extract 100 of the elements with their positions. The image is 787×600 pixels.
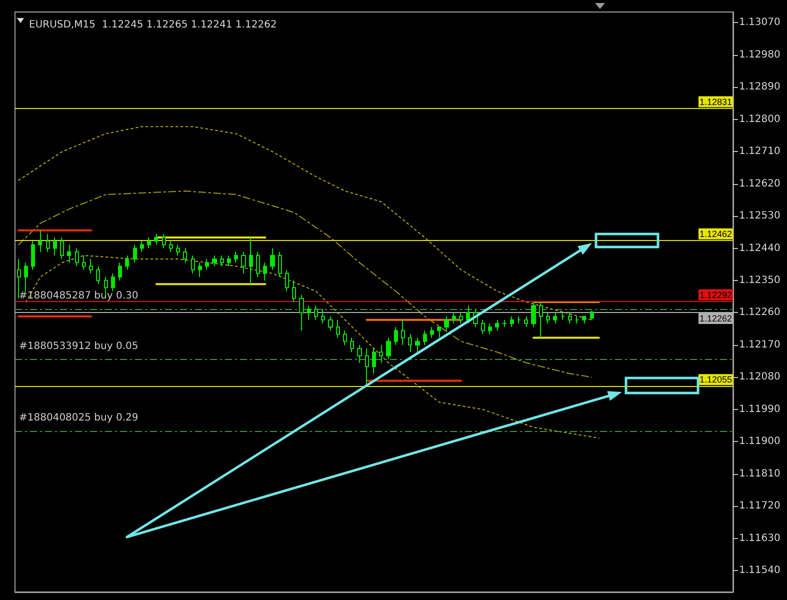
candlestick [183, 248, 187, 264]
candlestick [111, 272, 115, 292]
candlestick [299, 294, 304, 332]
y-tick-label: 1.11990 [739, 404, 780, 415]
candlestick [67, 244, 71, 264]
candlestick [89, 258, 93, 274]
candlestick [502, 319, 507, 328]
y-tick-label: 1.12530 [739, 210, 780, 222]
candlestick [191, 254, 195, 274]
y-tick-label: 1.12350 [739, 275, 780, 286]
candlestick [285, 269, 289, 292]
candlestick [31, 240, 35, 270]
candlestick [24, 262, 28, 292]
y-tick-label: 1.11540 [739, 565, 780, 576]
candlestick [53, 237, 57, 256]
candlestick [256, 251, 260, 278]
ref-line-label: 1.12462 [699, 228, 732, 239]
candlestick [75, 248, 79, 267]
candlestick [328, 316, 333, 332]
candlestick [444, 316, 449, 332]
candlestick [234, 251, 238, 264]
candlestick [408, 334, 412, 353]
candlestick [423, 330, 427, 346]
candlestick [561, 312, 565, 320]
candlestick [553, 312, 557, 324]
candlestick [575, 316, 579, 324]
ref-line-label: 1.12292 [699, 290, 732, 300]
candlestick [394, 326, 398, 346]
candlestick [140, 240, 144, 252]
y-tick-label: 1.11900 [739, 436, 780, 448]
candlestick [524, 316, 528, 328]
candlestick [459, 312, 463, 324]
candlestick [466, 305, 470, 324]
ref-line-label: 1.12262 [699, 314, 732, 324]
ref-line-label: 1.12831 [699, 96, 732, 107]
candlestick [531, 302, 536, 328]
candlestick [379, 344, 383, 364]
candlestick [568, 312, 572, 324]
candlestick [241, 251, 246, 274]
candlestick [350, 337, 354, 353]
y-tick-label: 1.12620 [739, 178, 780, 190]
candlestick [162, 233, 166, 249]
candlestick [481, 319, 485, 335]
candlestick [488, 322, 492, 335]
candlestick [307, 305, 311, 320]
candlestick [314, 305, 318, 320]
ref-line-label: #1880408025 buy 0.29 [19, 412, 138, 424]
candlestick [278, 251, 282, 278]
y-tick-label: 1.12890 [739, 82, 780, 93]
candlestick [270, 248, 275, 270]
candlestick [517, 316, 521, 324]
candlestick [546, 312, 550, 324]
candlestick [452, 312, 456, 324]
y-tick-label: 1.12080 [739, 372, 780, 383]
candlestick [365, 348, 369, 385]
candlestick [590, 310, 594, 320]
y-tick-label: 1.12710 [739, 146, 780, 158]
candlestick [17, 258, 21, 299]
candlestick [372, 348, 376, 374]
candlestick [263, 262, 267, 282]
candlestick [227, 254, 231, 267]
candlestick [336, 319, 340, 338]
ref-line-label: #1880485287 buy 0.30 [19, 290, 138, 302]
candlestick [169, 240, 173, 252]
y-tick-label: 1.12260 [739, 307, 780, 318]
candlestick [96, 266, 100, 285]
candlestick [495, 319, 499, 332]
candlestick [510, 316, 514, 328]
candlestick [343, 330, 347, 346]
candlestick [292, 280, 296, 302]
candlestick [415, 337, 420, 353]
y-tick-label: 1.12800 [739, 114, 780, 125]
candlestick [220, 254, 224, 267]
candlestick [249, 237, 253, 285]
candlestick [147, 237, 151, 249]
candlestick [582, 316, 586, 324]
y-tick-label: 1.11630 [739, 532, 780, 544]
candlestick [357, 344, 362, 364]
candlestick [176, 244, 180, 256]
candlestick [386, 337, 391, 360]
y-tick-label: 1.11720 [739, 500, 780, 512]
text: EURUSD,M15 1.12245 1.12265 1.12241 1.12262 [29, 20, 277, 30]
candlestick [212, 254, 217, 267]
line-series [18, 126, 592, 320]
y-tick-label: 1.12440 [739, 242, 780, 254]
candlestick [133, 244, 137, 264]
ref-line-label: 1.12055 [699, 374, 732, 385]
candlestick [321, 308, 325, 324]
ref-line-label: #1880533912 buy 0.05 [19, 340, 138, 352]
y-tick-label: 1.11810 [739, 468, 780, 480]
candlestick [198, 262, 202, 278]
y-tick-label: 1.12170 [739, 339, 780, 350]
candlestick [125, 254, 129, 270]
candlestick [401, 319, 405, 346]
candlestick [430, 326, 434, 338]
y-tick-label: 1.12980 [739, 49, 780, 60]
candlestick [38, 230, 42, 252]
candlestick [82, 254, 86, 270]
line-series [18, 190, 592, 378]
candlestick [437, 326, 441, 338]
